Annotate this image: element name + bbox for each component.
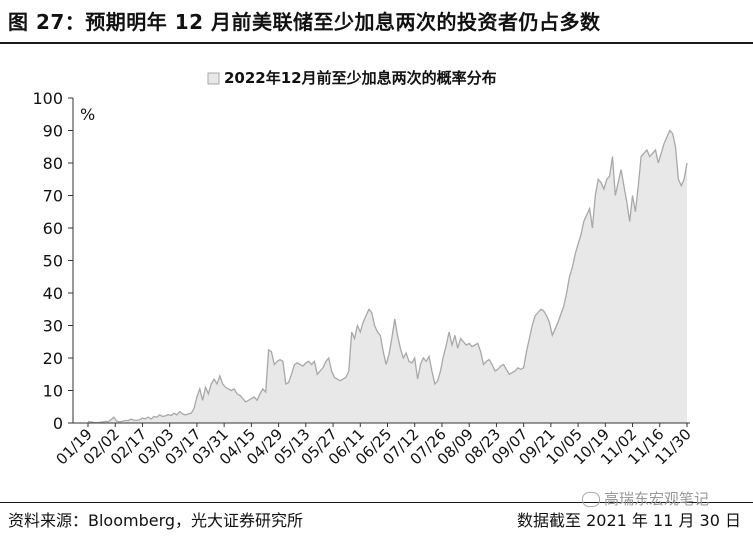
y-tick-label: 90	[43, 122, 63, 141]
plot-area: 010203040506070809010001/1902/0202/1703/…	[32, 89, 694, 468]
legend: 2022年12月前至少加息两次的概率分布	[207, 69, 497, 87]
y-tick-label: 60	[43, 219, 63, 238]
y-tick-label: 70	[43, 187, 63, 206]
chart-container: 2022年12月前至少加息两次的概率分布 0 10 20 30 40 50 60 70 80 90…	[0, 46, 753, 504]
chart-svg: 2022年12月前至少加息两次的概率分布 0 10 20 30 40 50 60 70 80 90…	[32, 69, 694, 468]
source-note: 资料来源：Bloomberg，光大证券研究所	[8, 511, 304, 530]
y-tick-label: 10	[43, 382, 63, 401]
y-tick-label: 30	[43, 317, 63, 336]
watermark: 高瑞东宏观笔记	[582, 488, 709, 509]
wechat-icon	[582, 492, 600, 507]
legend-label: 2022年12月前至少加息两次的概率分布	[224, 69, 497, 87]
data-cutoff-note: 数据截至 2021 年 11 月 30 日	[517, 511, 741, 530]
top-rule	[0, 42, 753, 44]
bottom-rule	[0, 502, 753, 503]
series-area	[88, 130, 687, 423]
y-tick-label: 80	[43, 154, 63, 173]
y-tick-label: 100	[32, 89, 63, 108]
figure-title: 图 27：预期明年 12 月前美联储至少加息两次的投资者仍占多数	[8, 10, 601, 34]
y-tick-label: 50	[43, 252, 63, 271]
y-tick-label: 40	[43, 284, 63, 303]
watermark-text: 高瑞东宏观笔记	[604, 490, 710, 508]
series-line	[87, 129, 688, 424]
y-axis-unit-label: %	[80, 105, 95, 124]
legend-swatch	[207, 72, 220, 85]
y-tick-label: 20	[43, 349, 63, 368]
y-tick-label: 0	[53, 414, 63, 433]
